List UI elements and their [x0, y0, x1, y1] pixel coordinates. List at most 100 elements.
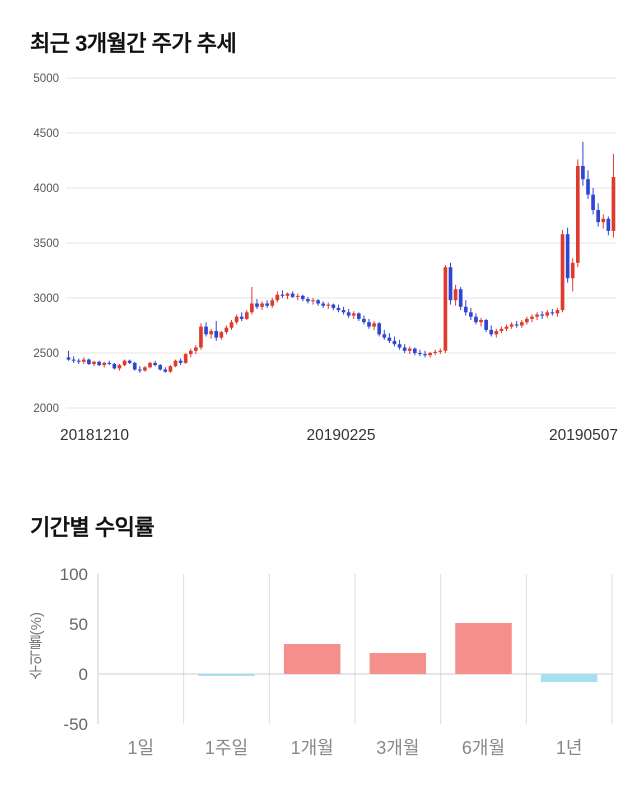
candle-body: [275, 294, 280, 301]
period-returns-chart: 수익률(%) 100 50 0 -50 1일 1주일 1개월 3개월 6개월 1년: [20, 564, 620, 769]
candle-body: [87, 359, 91, 364]
candle-body: [81, 359, 86, 362]
candle-body: [606, 218, 611, 231]
candle-body: [346, 312, 351, 316]
y-tick-label: 50: [69, 615, 88, 634]
candle-body: [204, 326, 208, 335]
candle-body: [219, 332, 224, 338]
candle-body: [265, 303, 269, 306]
candle-body: [423, 354, 427, 356]
candle-body: [509, 324, 514, 327]
return-bar: [455, 623, 512, 674]
candle-body: [479, 320, 483, 323]
candle-body: [499, 328, 504, 331]
candle-body: [545, 312, 550, 316]
candle-body: [260, 303, 264, 307]
candle-body: [326, 304, 331, 306]
candle-body: [255, 303, 259, 307]
candle-body: [194, 347, 198, 351]
candle-body: [560, 234, 565, 311]
candle-body: [601, 218, 606, 223]
candle-body: [341, 310, 346, 313]
candle-body: [300, 295, 305, 300]
category-label: 1일: [128, 738, 155, 758]
candle-body: [463, 306, 468, 313]
candle-body: [117, 365, 122, 369]
y-tick-label: 3500: [33, 238, 59, 250]
candle-body: [143, 367, 147, 371]
candle-body: [92, 361, 96, 364]
candle-body: [66, 357, 71, 360]
candle-body: [250, 303, 254, 313]
candle-body: [97, 361, 101, 366]
return-bar: [283, 644, 341, 674]
candle-body: [443, 267, 448, 351]
y-tick-label: 4000: [33, 183, 59, 195]
candle-body: [530, 316, 534, 319]
candle-body: [158, 365, 163, 370]
candle-body: [76, 360, 81, 362]
candle-body: [428, 353, 432, 356]
candle-body: [224, 327, 229, 333]
category-label: 6개월: [462, 738, 505, 758]
price-candlestick-chart: 5000 4500 4000 3500 3000 2500 2000 20181210 2019…: [20, 68, 620, 448]
candle-body: [372, 323, 376, 327]
candle-body: [570, 262, 575, 279]
candle-body: [514, 324, 519, 326]
candle-body: [316, 300, 320, 304]
candle-body: [581, 166, 585, 180]
y-tick-label: -50: [63, 715, 88, 734]
x-tick-label-start: 20181210: [60, 427, 129, 444]
candle-body: [102, 362, 107, 366]
category-label: 1주일: [205, 738, 248, 758]
candle-body: [540, 314, 544, 316]
y-tick-label: 100: [60, 565, 88, 584]
candle-body: [321, 303, 326, 306]
candle-body: [239, 316, 244, 319]
candle-body: [188, 350, 193, 355]
candle-body: [362, 318, 366, 323]
return-bar: [369, 653, 427, 674]
candle-body: [138, 369, 142, 371]
candle-body: [71, 359, 76, 361]
return-bar: [540, 674, 598, 682]
category-label: 3개월: [376, 738, 419, 758]
candle-body: [336, 307, 341, 311]
candle-body: [290, 293, 295, 297]
candle-body: [127, 360, 132, 363]
candle-body: [306, 299, 310, 302]
price-trend-title: 최근 3개월간 주가 추세: [30, 31, 237, 56]
candle-body: [367, 322, 371, 327]
candle-body: [555, 310, 560, 314]
candle-body: [397, 344, 402, 348]
candle-body: [525, 318, 529, 323]
candle-body: [458, 289, 463, 307]
candle-body: [107, 362, 112, 364]
candle-body: [229, 322, 234, 328]
y-tick-label: 4500: [33, 128, 59, 140]
candle-body: [148, 362, 152, 368]
y-tick-label: 3000: [33, 293, 59, 305]
candle-body: [153, 362, 157, 366]
candle-body: [183, 354, 188, 363]
candle-body: [484, 320, 488, 330]
candle-body: [112, 364, 117, 369]
candle-body: [418, 353, 422, 355]
x-tick-label-middle: 20190225: [307, 427, 376, 444]
candle-body: [550, 312, 555, 314]
candle-body: [438, 350, 443, 352]
candle-body: [407, 348, 412, 351]
candle-body: [244, 312, 249, 319]
candle-body: [178, 360, 183, 363]
candle-body: [234, 316, 239, 323]
candle-body: [575, 166, 580, 263]
candle-body: [214, 331, 219, 338]
category-label: 1개월: [291, 738, 334, 758]
period-returns-title: 기간별 수익률: [30, 515, 155, 540]
return-bar: [198, 674, 255, 676]
candle-body: [163, 369, 168, 372]
candle-body: [469, 312, 473, 317]
candle-body: [295, 295, 300, 297]
candle-body: [382, 334, 387, 338]
